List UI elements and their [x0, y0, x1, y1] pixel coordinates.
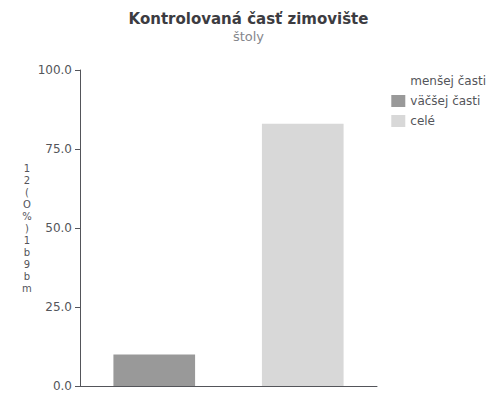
svg-text:O: O [23, 199, 31, 210]
svg-text:m: m [22, 283, 32, 294]
svg-text:b: b [24, 271, 30, 282]
svg-text:25.0: 25.0 [45, 300, 72, 314]
svg-text:väčšej časti: väčšej časti [410, 94, 480, 108]
svg-text:b: b [24, 247, 30, 258]
svg-text:štoly: štoly [233, 29, 264, 44]
svg-text:(: ( [25, 187, 29, 198]
svg-text:0.0: 0.0 [53, 379, 72, 393]
svg-text:9: 9 [24, 259, 30, 270]
svg-text:2: 2 [24, 175, 30, 186]
svg-text:): ) [25, 223, 29, 234]
svg-text:100.0: 100.0 [38, 63, 72, 77]
svg-text:1: 1 [24, 235, 30, 246]
svg-text:1: 1 [24, 163, 30, 174]
svg-text:50.0: 50.0 [45, 221, 72, 235]
svg-text:menšej časti: menšej časti [410, 74, 486, 88]
svg-text:75.0: 75.0 [45, 142, 72, 156]
svg-text:celé: celé [410, 114, 435, 128]
svg-text:%: % [22, 211, 32, 222]
svg-text:Kontrolovaná časť zimovište: Kontrolovaná časť zimovište [129, 10, 369, 28]
